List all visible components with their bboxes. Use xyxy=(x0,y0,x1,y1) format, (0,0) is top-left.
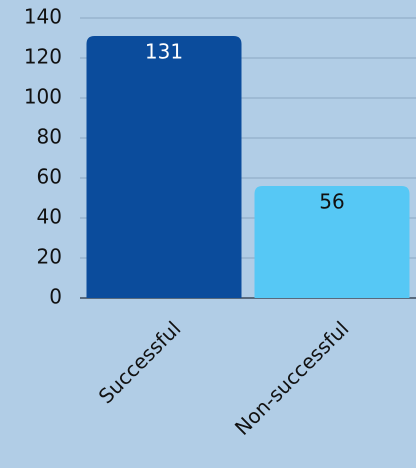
y-tick-label: 20 xyxy=(37,245,62,269)
x-tick-label: Successful xyxy=(94,316,186,408)
bar xyxy=(254,186,410,298)
y-tick-label: 120 xyxy=(24,45,62,69)
y-tick-label: 40 xyxy=(37,205,62,229)
y-tick-label: 100 xyxy=(24,85,62,109)
x-tick-label: Non-successful xyxy=(230,316,353,439)
bar xyxy=(86,36,242,298)
value-label: 131 xyxy=(145,40,183,64)
y-tick-label: 80 xyxy=(37,125,62,149)
value-label: 56 xyxy=(319,190,344,214)
y-tick-label: 0 xyxy=(49,285,62,309)
y-tick-label: 60 xyxy=(37,165,62,189)
y-tick-label: 140 xyxy=(24,5,62,29)
